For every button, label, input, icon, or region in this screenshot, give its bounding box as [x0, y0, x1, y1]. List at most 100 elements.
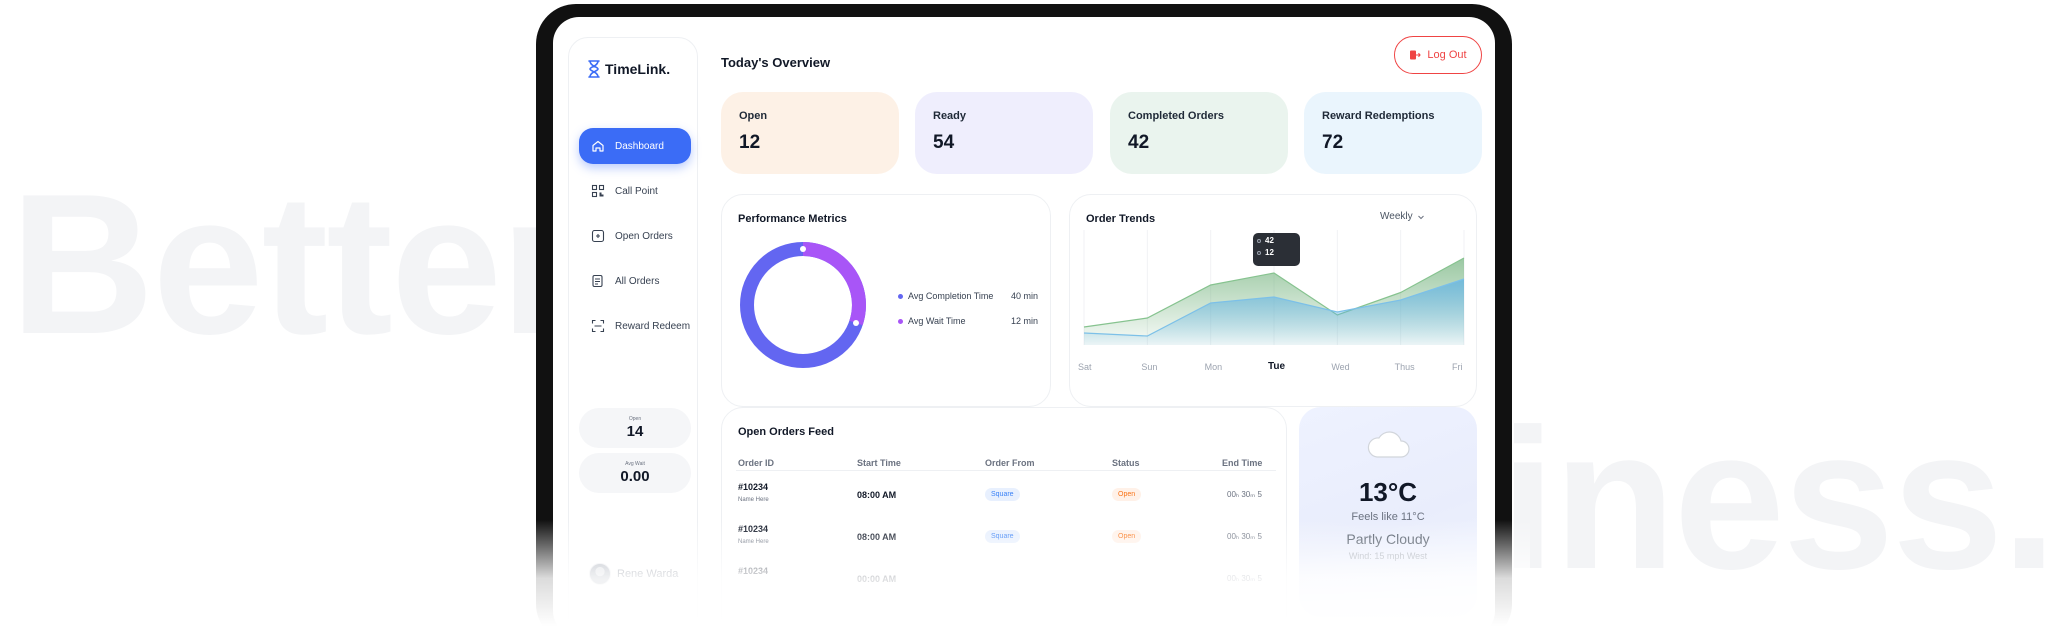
- sidebar-item-dashboard[interactable]: Dashboard: [579, 128, 691, 164]
- stat-open-label: Open: [628, 416, 642, 422]
- line-series-1: [1083, 278, 1465, 337]
- x-tick-label: Tue: [1268, 361, 1286, 372]
- order-start-time: 00:00 AM: [857, 574, 897, 584]
- order-id: #10234: [738, 482, 769, 492]
- donut-marker: [853, 320, 859, 326]
- card-value: 42: [1128, 132, 1150, 153]
- legend-label: Avg Completion Time: [908, 291, 994, 301]
- sidebar-item-label: Reward Redeem: [615, 320, 691, 332]
- donut-arc-wait: [802, 242, 866, 326]
- logout-icon: [1410, 50, 1422, 60]
- order-customer-name: Name Here: [738, 497, 769, 503]
- card-reward-redemptions[interactable]: Reward Redemptions 72: [1304, 92, 1482, 174]
- chart-tooltip: 42 12: [1253, 233, 1300, 266]
- status-badge: Open: [1112, 488, 1142, 501]
- hourglass-icon: [588, 60, 600, 78]
- sidebar: TimeLink. Dashboard Call Point Open Orde…: [568, 37, 698, 626]
- sidebar-item-all-orders[interactable]: All Orders: [579, 263, 691, 299]
- donut-marker: [800, 246, 806, 252]
- card-completed-orders[interactable]: Completed Orders 42: [1110, 92, 1288, 174]
- x-tick-label: Mon: [1204, 362, 1223, 372]
- dashboard-screen: TimeLink. Dashboard Call Point Open Orde…: [553, 17, 1495, 626]
- home-icon: [592, 140, 604, 152]
- x-tick-label: Thus: [1394, 362, 1415, 372]
- legend-avg-wait: Avg Wait Time 12 min: [898, 316, 1038, 326]
- sidebar-item-label: Call Point: [615, 185, 658, 197]
- x-tick-label: Fri: [1452, 362, 1463, 372]
- weather-condition: Partly Cloudy: [1346, 531, 1430, 547]
- card-title: Completed Orders: [1128, 110, 1224, 122]
- sidebar-item-label: Dashboard: [615, 140, 664, 152]
- area-series-1: [1084, 279, 1464, 345]
- card-title: Open: [739, 110, 768, 122]
- period-dropdown[interactable]: Weekly: [1380, 211, 1425, 222]
- performance-metrics-panel: Performance Metrics Avg Completion Time …: [721, 194, 1051, 407]
- avatar: [589, 563, 611, 585]
- order-end-time: 00ₕ 30ₘ 5: [1227, 532, 1262, 541]
- qr-grid-icon: [591, 184, 605, 198]
- feed-title: Open Orders Feed: [738, 426, 834, 438]
- legend-value: 40 min: [1010, 291, 1038, 301]
- column-header-end-time[interactable]: End Time: [1222, 458, 1263, 468]
- card-value: 72: [1322, 132, 1344, 153]
- table-divider: [736, 470, 1276, 471]
- order-start-time: 08:00 AM: [857, 490, 897, 500]
- order-id: #10234: [738, 566, 769, 576]
- card-value: 12: [739, 132, 761, 153]
- order-box-icon: [591, 229, 605, 243]
- x-tick-label: Sun: [1141, 362, 1158, 372]
- order-trends-panel: Order Trends Weekly 42 12 Sat Sun Mon Tue We…: [1069, 194, 1477, 407]
- chevron-down-icon: [1417, 215, 1424, 219]
- card-ready[interactable]: Ready 54: [915, 92, 1093, 174]
- stat-open: Open 14: [579, 408, 691, 448]
- logout-label: Log Out: [1427, 49, 1467, 61]
- weather-wind: Wind: 15 mph West: [1348, 551, 1428, 561]
- page-title: Today's Overview: [721, 55, 831, 70]
- weather-feels-like: Feels like 11°C: [1351, 511, 1425, 523]
- legend-dot: [898, 293, 903, 299]
- legend-label: Avg Wait Time: [908, 316, 966, 326]
- order-customer-name: Name Here: [738, 539, 769, 545]
- sidebar-item-label: Open Orders: [615, 230, 673, 242]
- tooltip-bullet: [1257, 251, 1261, 255]
- sidebar-item-reward-redeem[interactable]: Reward Redeem: [579, 308, 691, 344]
- column-header-status[interactable]: Status: [1112, 458, 1140, 468]
- period-label: Weekly: [1380, 211, 1413, 222]
- tooltip-bullet: [1257, 239, 1261, 243]
- column-header-order-from[interactable]: Order From: [985, 458, 1035, 468]
- order-source-badge: Square: [985, 530, 1020, 543]
- line-series-0: [1083, 257, 1465, 328]
- cloud-icon: [1367, 431, 1410, 458]
- column-header-start-time[interactable]: Start Time: [857, 458, 901, 468]
- card-title: Ready: [933, 110, 967, 122]
- x-tick-label: Wed: [1331, 362, 1350, 372]
- open-orders-feed-panel: Open Orders Feed Order ID Start Time Ord…: [721, 407, 1287, 626]
- stat-avg-wait-label: Avg Wait: [625, 461, 645, 467]
- order-start-time: 08:00 AM: [857, 532, 897, 542]
- user-name: Rene Warda: [617, 568, 679, 580]
- card-value: 54: [933, 132, 955, 153]
- stat-avg-wait-value: 0.00: [620, 468, 650, 485]
- sidebar-item-open-orders[interactable]: Open Orders: [579, 218, 691, 254]
- card-title: Reward Redemptions: [1322, 110, 1435, 122]
- app-name: TimeLink.: [605, 61, 671, 77]
- user-profile[interactable]: Rene Warda: [589, 563, 678, 585]
- order-end-time: 00ₕ 30ₘ 5: [1227, 490, 1262, 499]
- performance-donut: [740, 242, 866, 368]
- stat-avg-wait: Avg Wait 0.00: [579, 453, 691, 493]
- order-source-badge: Square: [985, 488, 1020, 501]
- legend-avg-completion: Avg Completion Time 40 min: [898, 291, 1038, 301]
- scan-icon: [591, 319, 605, 333]
- logout-button[interactable]: Log Out: [1394, 36, 1482, 74]
- x-tick-label: Sat: [1078, 362, 1092, 372]
- sidebar-item-label: All Orders: [615, 275, 660, 287]
- app-logo[interactable]: TimeLink.: [587, 60, 670, 78]
- stat-open-value: 14: [626, 423, 644, 440]
- card-open[interactable]: Open 12: [721, 92, 899, 174]
- column-header-order-id[interactable]: Order ID: [738, 458, 775, 468]
- status-badge: Open: [1112, 530, 1142, 543]
- tooltip-value-2: 12: [1265, 248, 1274, 257]
- sidebar-item-call-point[interactable]: Call Point: [579, 173, 691, 209]
- background-word-right: iness.: [1500, 388, 2048, 611]
- order-end-time: 00ₕ 30ₘ 5: [1227, 574, 1262, 583]
